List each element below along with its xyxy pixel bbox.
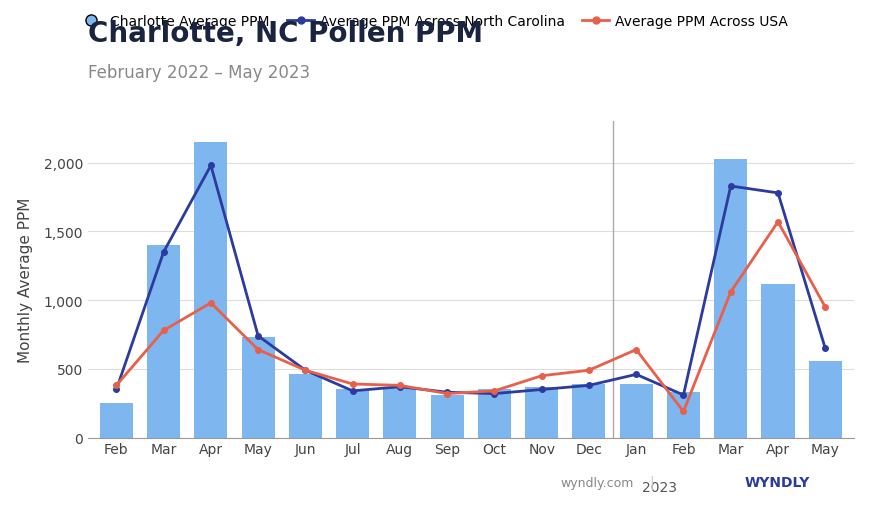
Bar xyxy=(384,388,416,438)
Bar xyxy=(478,390,511,438)
Bar xyxy=(809,361,842,438)
Legend: Charlotte Average PPM, Average PPM Across North Carolina, Average PPM Across USA: Charlotte Average PPM, Average PPM Acros… xyxy=(71,9,794,34)
Bar xyxy=(336,390,370,438)
Bar xyxy=(289,375,322,438)
Text: wyndly.com: wyndly.com xyxy=(561,476,634,489)
Bar xyxy=(620,384,653,438)
Text: 2023: 2023 xyxy=(642,480,678,494)
Text: |: | xyxy=(649,474,654,489)
Bar xyxy=(572,384,605,438)
Bar xyxy=(99,404,133,438)
Text: WYNDLY: WYNDLY xyxy=(744,475,810,489)
Bar xyxy=(430,395,464,438)
Text: Charlotte, NC Pollen PPM: Charlotte, NC Pollen PPM xyxy=(88,20,483,48)
Bar xyxy=(242,337,275,438)
Bar xyxy=(667,392,700,438)
Bar xyxy=(761,284,795,438)
Bar xyxy=(194,143,227,438)
Text: February 2022 – May 2023: February 2022 – May 2023 xyxy=(88,64,310,81)
Bar xyxy=(715,159,747,438)
Y-axis label: Monthly Average PPM: Monthly Average PPM xyxy=(18,197,33,362)
Bar xyxy=(147,246,180,438)
Bar xyxy=(525,387,558,438)
